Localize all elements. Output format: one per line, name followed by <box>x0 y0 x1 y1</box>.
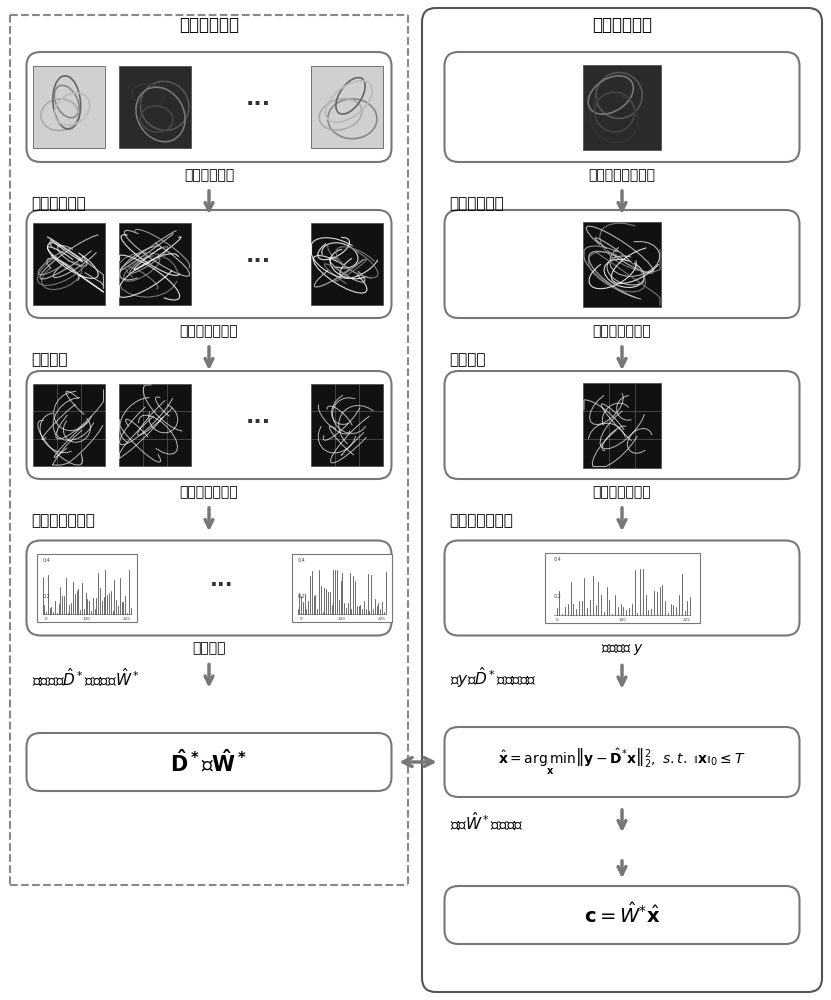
Bar <box>32 223 105 305</box>
Bar <box>544 553 700 623</box>
Bar <box>32 66 105 148</box>
Bar <box>311 223 382 305</box>
Text: $\mathbf{c} = \hat{W}^{*}\hat{\mathbf{x}}$: $\mathbf{c} = \hat{W}^{*}\hat{\mathbf{x}… <box>583 903 661 927</box>
Text: ···: ··· <box>209 575 234 595</box>
FancyBboxPatch shape <box>445 210 799 318</box>
Bar <box>119 223 190 305</box>
Text: ···: ··· <box>246 412 271 432</box>
FancyBboxPatch shape <box>422 8 822 992</box>
Bar <box>292 554 391 622</box>
Text: 0: 0 <box>299 617 302 621</box>
Text: 使用$\hat{W}^*$预测类别: 使用$\hat{W}^*$预测类别 <box>450 811 523 833</box>
Text: 学习字典$\hat{D}^*$与分类器$\hat{W}^*$: 学习字典$\hat{D}^*$与分类器$\hat{W}^*$ <box>32 666 139 689</box>
Bar <box>311 384 382 466</box>
Text: 按分块提取特征: 按分块提取特征 <box>32 514 96 528</box>
Text: 0.4: 0.4 <box>553 557 562 562</box>
Bar <box>32 384 105 466</box>
Text: 平均分块: 平均分块 <box>450 353 486 367</box>
Bar <box>37 554 136 622</box>
Text: 三维人耳区域: 三维人耳区域 <box>184 168 234 182</box>
FancyBboxPatch shape <box>27 540 391 636</box>
Text: 225: 225 <box>123 617 130 621</box>
Text: 100: 100 <box>337 617 346 621</box>
Text: 0: 0 <box>45 617 47 621</box>
Text: 225: 225 <box>377 617 386 621</box>
Bar <box>583 222 661 306</box>
Text: 计算表面类型: 计算表面类型 <box>32 196 86 212</box>
FancyBboxPatch shape <box>445 727 799 797</box>
Text: 大小一致的分块: 大小一致的分块 <box>593 485 652 499</box>
Text: 0: 0 <box>556 618 558 622</box>
Text: 平均分块: 平均分块 <box>32 353 68 367</box>
Text: 0.2: 0.2 <box>297 594 305 599</box>
Text: 100: 100 <box>618 618 626 622</box>
Text: 225: 225 <box>682 618 691 622</box>
Text: 特征向量: 特征向量 <box>192 642 226 656</box>
Text: 按分块提取特征: 按分块提取特征 <box>450 514 514 528</box>
Bar <box>119 384 190 466</box>
Bar <box>583 382 661 468</box>
Text: 实时识别阶段: 实时识别阶段 <box>592 16 652 34</box>
Bar <box>119 66 190 148</box>
Bar <box>311 66 382 148</box>
FancyBboxPatch shape <box>445 52 799 162</box>
FancyBboxPatch shape <box>27 210 391 318</box>
Text: 0.2: 0.2 <box>42 594 50 599</box>
FancyBboxPatch shape <box>27 52 391 162</box>
Text: $\hat{\mathbf{x}} = \underset{\mathbf{x}}{\arg\min}\left\|\mathbf{y} - \hat{\mat: $\hat{\mathbf{x}} = \underset{\mathbf{x}… <box>499 747 745 777</box>
Text: $\mathbf{\hat{D}^*}$与$\mathbf{\hat{W}^*}$: $\mathbf{\hat{D}^*}$与$\mathbf{\hat{W}^*}… <box>170 749 248 775</box>
Text: 对$\mathit{y}$在$\hat{D}^*$上进行编码: 对$\mathit{y}$在$\hat{D}^*$上进行编码 <box>450 665 536 690</box>
Text: 0.4: 0.4 <box>42 558 50 563</box>
Text: ···: ··· <box>246 251 271 271</box>
Text: 100: 100 <box>82 617 91 621</box>
FancyBboxPatch shape <box>445 371 799 479</box>
Text: 特征向量 $\mathit{y}$: 特征向量 $\mathit{y}$ <box>601 642 643 657</box>
Text: 线下训练阶段: 线下训练阶段 <box>179 16 239 34</box>
FancyBboxPatch shape <box>445 886 799 944</box>
FancyBboxPatch shape <box>445 540 799 636</box>
Text: 0.2: 0.2 <box>553 594 562 599</box>
Text: ···: ··· <box>246 94 271 114</box>
Text: 0.4: 0.4 <box>297 558 305 563</box>
Text: 计算表面类型: 计算表面类型 <box>450 196 504 212</box>
Text: 人耳表面类型图: 人耳表面类型图 <box>593 324 652 338</box>
Text: 大小一致的分块: 大小一致的分块 <box>179 485 238 499</box>
Text: 待测三维人耳区域: 待测三维人耳区域 <box>588 168 656 182</box>
FancyBboxPatch shape <box>27 733 391 791</box>
Bar <box>583 64 661 149</box>
FancyBboxPatch shape <box>27 371 391 479</box>
Text: 人耳表面类型图: 人耳表面类型图 <box>179 324 238 338</box>
